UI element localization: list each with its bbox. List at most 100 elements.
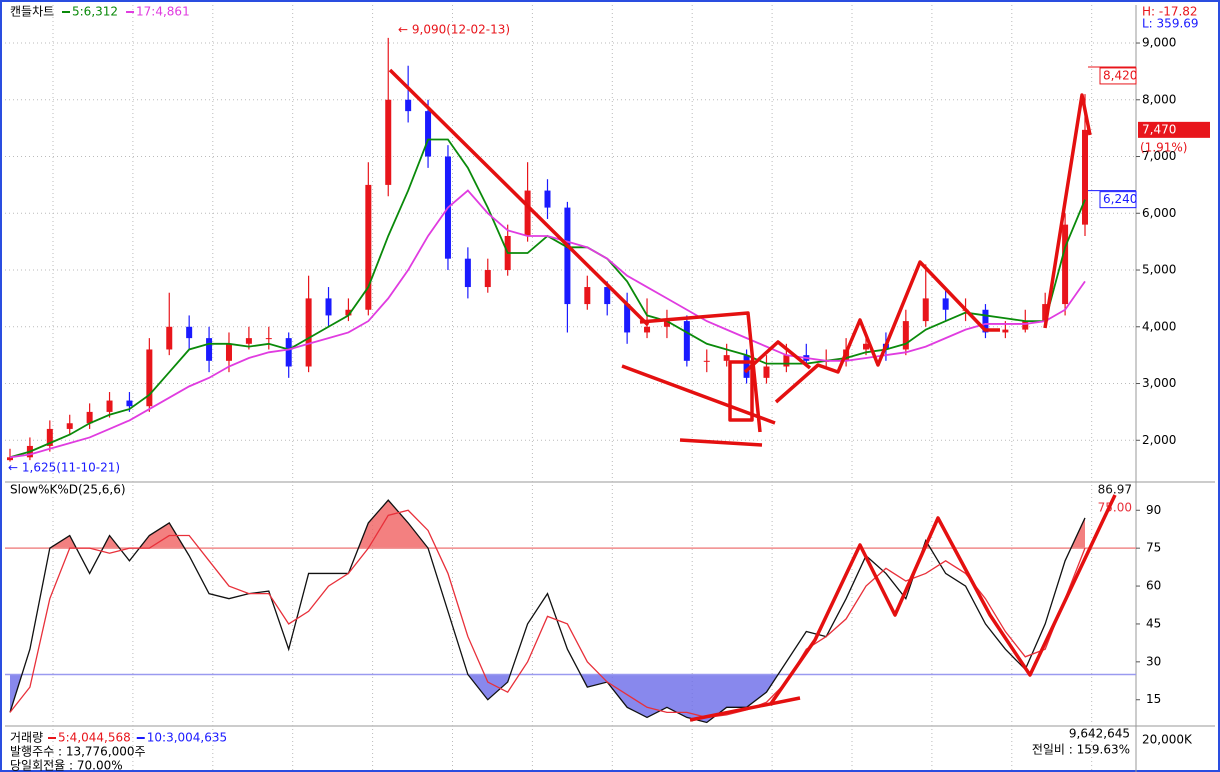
last-value-label: 86.97 (1098, 483, 1132, 497)
plot: 2,000 3,000 4,000 5,000 6,000 7,000 8,000 9,000… (5, 5, 1210, 745)
trend-line (743, 340, 812, 374)
legend-label: 5:4,044,568 (58, 731, 131, 745)
stoch-line (9, 499, 1086, 724)
y-tick-label: 9,000 (1142, 36, 1176, 50)
candle-body (46, 428, 53, 446)
trend-line (1043, 93, 1092, 329)
candle-body (564, 207, 571, 305)
legend-label: 17:4,861 (136, 5, 190, 19)
y-tick-label: 90 (1146, 503, 1161, 517)
panel-title: 거래량 (10, 731, 43, 745)
price-tag-label: 6,240 (1103, 192, 1137, 206)
grid (5, 5, 1136, 770)
candle-body (703, 360, 710, 362)
candle-body (922, 298, 929, 322)
chart-title: 캔들차트 (10, 5, 54, 19)
y-tick-label: 3,000 (1142, 376, 1176, 390)
labels: 캔들차트 ← 9,090(12-02-13) ← 1,625(11-10-21)… (8, 5, 1199, 772)
candle-body (7, 457, 13, 461)
y-tick-label: 45 (1146, 616, 1161, 630)
last-volume: 9,642,645 (1069, 727, 1130, 741)
candle-body (86, 411, 93, 424)
candle-body (385, 99, 392, 185)
y-tick-label: 75 (1146, 541, 1161, 555)
candle-body (484, 270, 491, 288)
stoch-line (9, 509, 1086, 719)
last-value-label: 75.00 (1098, 501, 1132, 515)
candle-body (425, 111, 432, 157)
candle-body (604, 287, 611, 305)
candle-body (663, 321, 670, 327)
ratio-high: H: -17.82 (1142, 5, 1198, 19)
price-tag-label: 7,470 (1142, 122, 1176, 136)
zone-fill (49, 500, 1085, 549)
trend-line (388, 68, 650, 327)
candle-body (783, 355, 790, 367)
trend-line (679, 438, 763, 447)
y-tick-label: 2,000 (1142, 433, 1176, 447)
candle-body (723, 355, 730, 361)
y-tick-label: 30 (1146, 654, 1161, 668)
candle-body (683, 321, 690, 361)
trend-line (639, 311, 762, 433)
candle-body (345, 309, 352, 316)
candle-body (464, 258, 471, 288)
panel-title: Slow%K%D(25,6,6) (10, 483, 126, 497)
candle-body (1042, 304, 1049, 322)
candle-body (166, 326, 173, 350)
price-tag-label: 8,420 (1103, 68, 1137, 82)
shares: 발행주수 : 13,776,000주 (10, 744, 146, 759)
high-note: ← 9,090(12-02-13) (398, 23, 510, 37)
change: (1.91%) (1140, 141, 1187, 155)
ma-line (9, 189, 1086, 459)
candle-body (405, 99, 412, 112)
candle-body (1022, 321, 1029, 330)
candle-body (245, 338, 252, 344)
y-tick-label: 6,000 (1142, 206, 1176, 220)
trend-line (621, 364, 776, 425)
candle-body (863, 343, 870, 350)
candle-body (544, 190, 551, 208)
price-tag (1099, 67, 1137, 85)
candle-body (743, 355, 750, 378)
price-tag (1099, 191, 1137, 209)
annotations (388, 68, 1117, 722)
candle-body (186, 326, 193, 339)
candle-body (644, 326, 651, 333)
candle-body (1062, 224, 1069, 305)
y-tick-label: 7,000 (1142, 149, 1176, 163)
candle-body (1002, 329, 1009, 333)
y-tick-label: 60 (1146, 579, 1161, 593)
candle-body (106, 400, 113, 412)
trend-line (768, 494, 1117, 706)
y-tick-label: 4,000 (1142, 319, 1176, 333)
candle-body (584, 287, 591, 305)
candle-body (982, 309, 989, 333)
turnover: 당일회전율 : 70.00% (10, 759, 123, 772)
candle-body (942, 298, 949, 310)
y-tick-label: 8,000 (1142, 92, 1176, 106)
candle-body (66, 423, 73, 429)
candle-body (265, 338, 272, 340)
y-tick-label: 15 (1146, 692, 1161, 706)
low-note: ← 1,625(11-10-21) (8, 461, 120, 475)
price-tag (1138, 121, 1210, 138)
y-tick-label: 5,000 (1142, 263, 1176, 277)
candle-body (624, 304, 631, 333)
candle-body (763, 366, 770, 378)
legend-label: 5:6,312 (72, 5, 118, 19)
box (728, 360, 754, 422)
ratio-low: L: 359.69 (1142, 17, 1199, 31)
trend-line (774, 260, 1000, 404)
candle-body (206, 338, 213, 361)
candle-body (365, 184, 372, 310)
candle-body (305, 298, 312, 367)
trend-line (689, 696, 801, 722)
candle-body (902, 321, 909, 350)
legend-label: 10:3,004,635 (147, 731, 227, 745)
candle-body (325, 298, 332, 316)
candle-body (524, 190, 531, 236)
